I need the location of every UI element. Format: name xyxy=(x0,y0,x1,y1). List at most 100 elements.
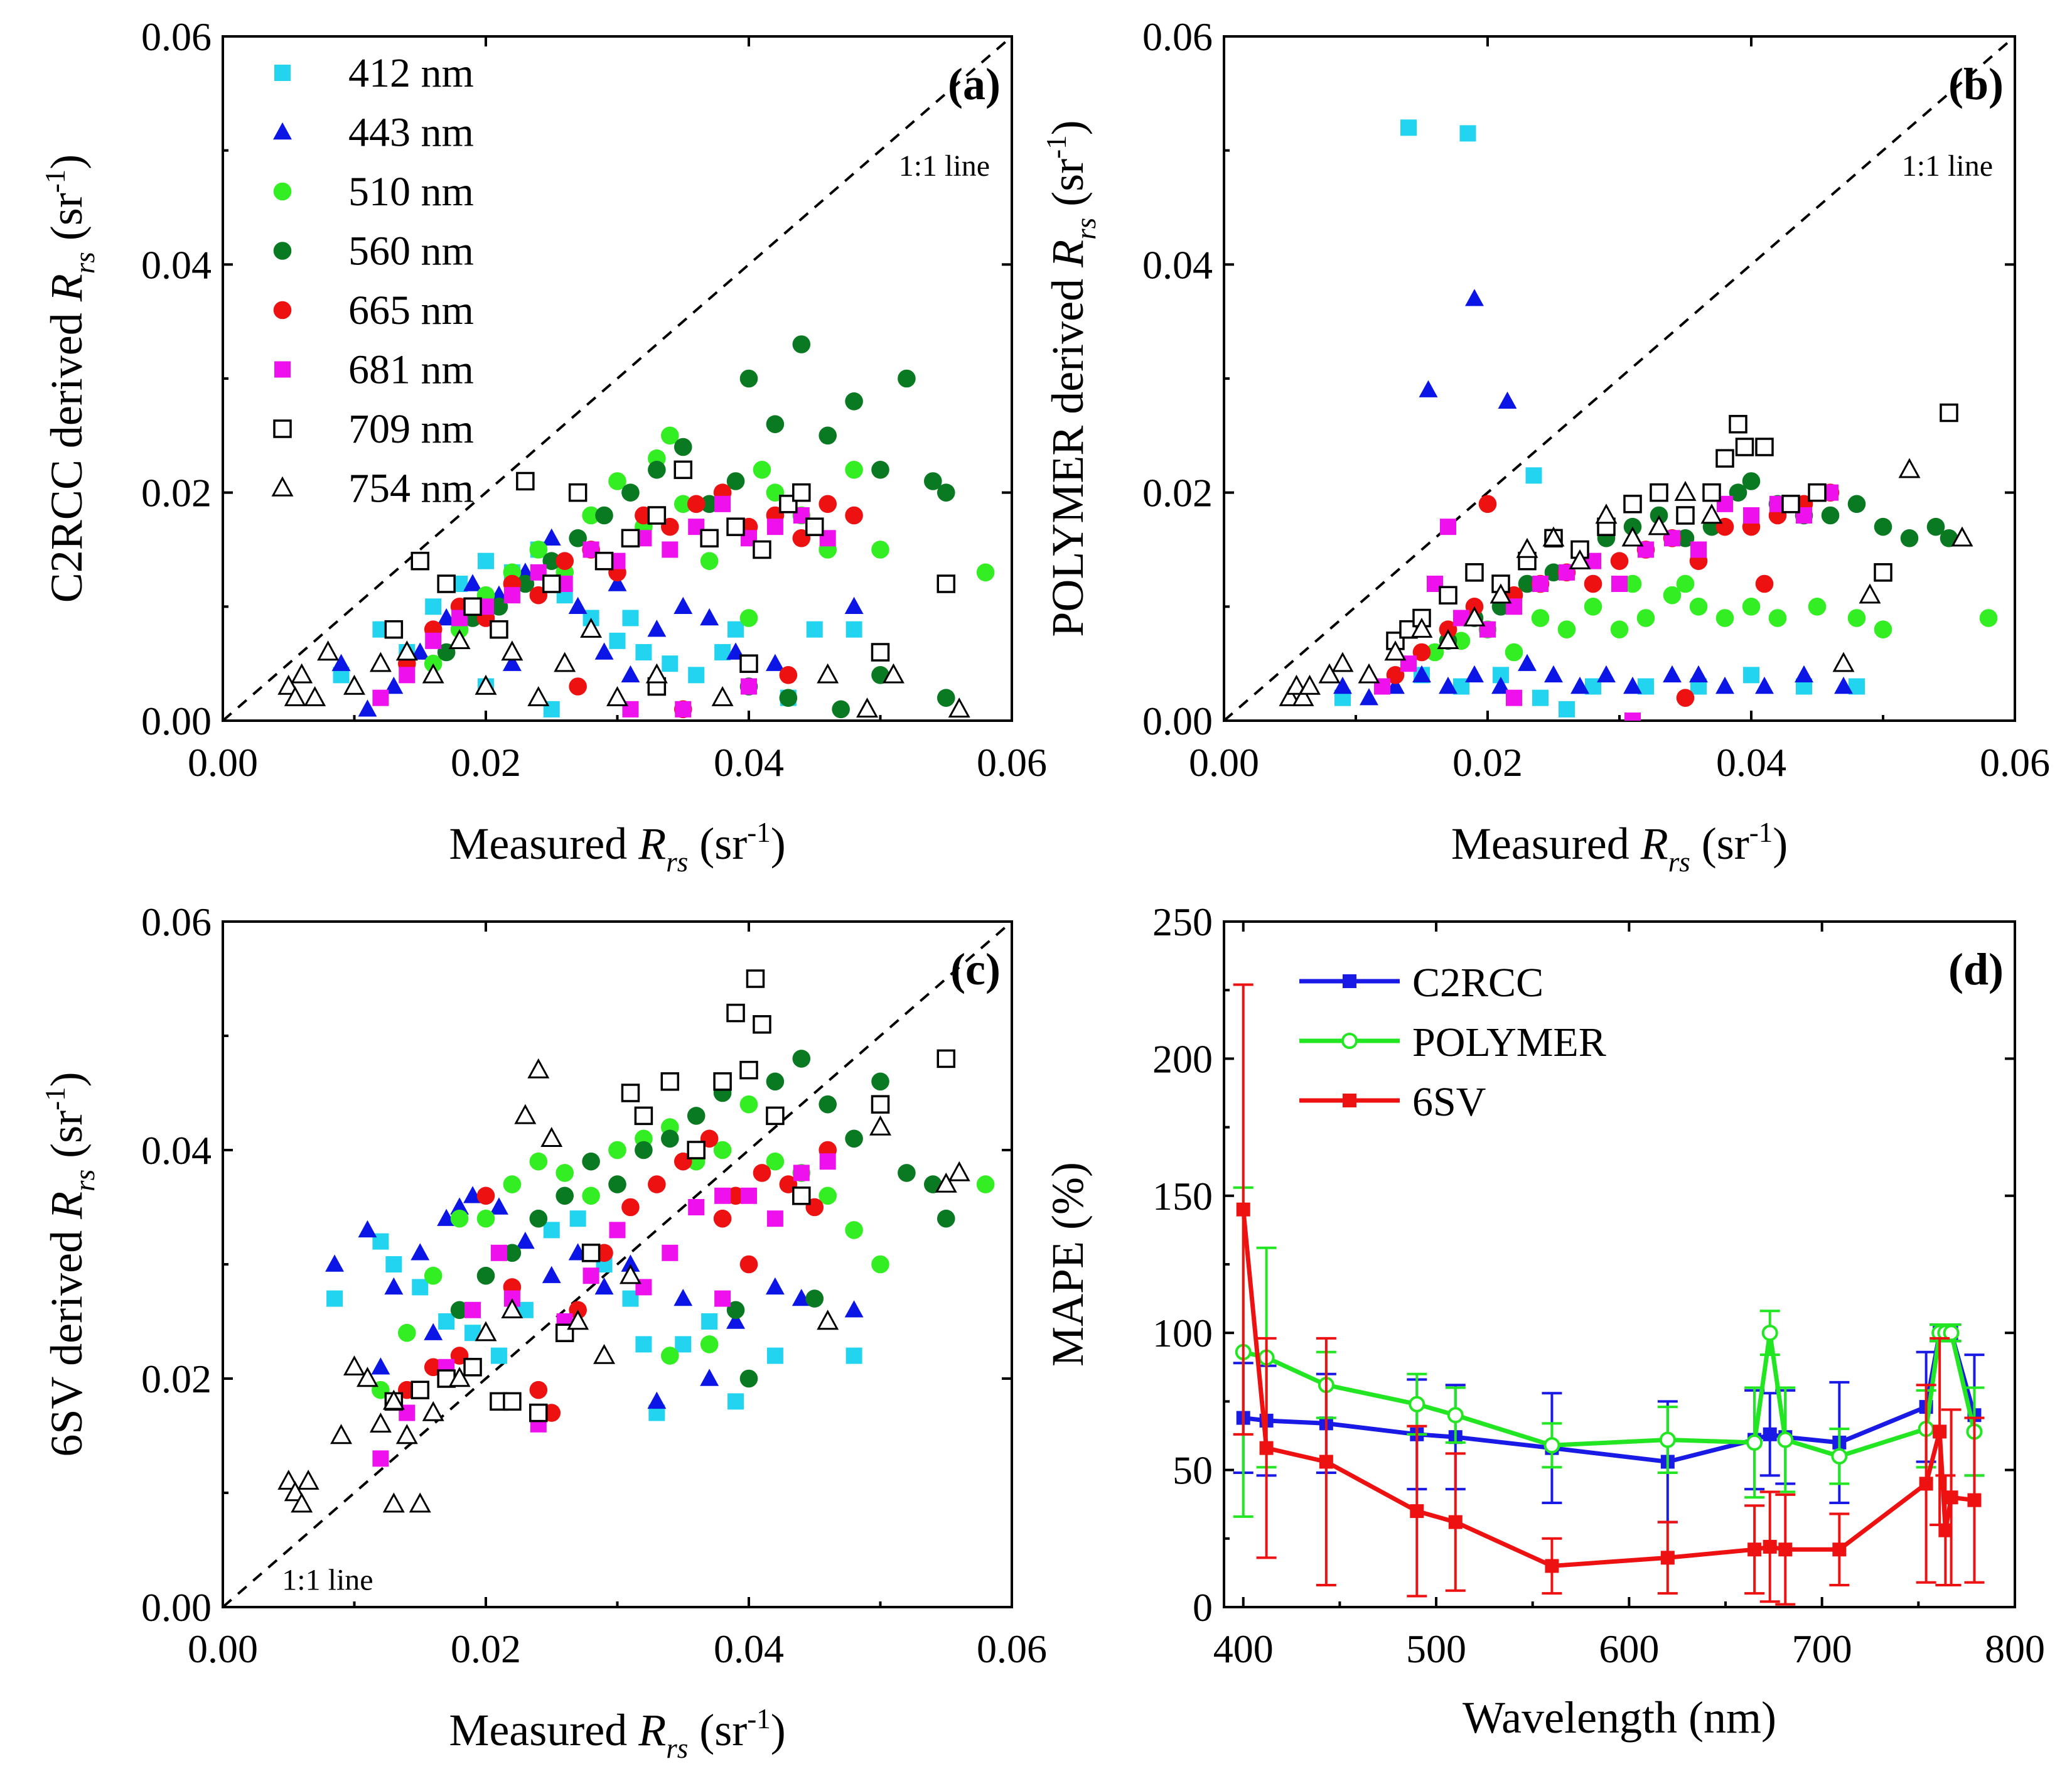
data-point xyxy=(490,620,508,639)
data-point xyxy=(490,598,508,616)
data-point xyxy=(700,1335,719,1353)
data-point xyxy=(1689,598,1708,616)
data-point xyxy=(1742,472,1761,490)
data-point xyxy=(582,506,600,525)
data-point xyxy=(726,517,745,536)
data-point xyxy=(766,415,785,433)
data-point xyxy=(648,1175,666,1193)
data-point xyxy=(1331,652,1354,672)
data-point xyxy=(1386,676,1405,694)
data-point xyxy=(567,1310,589,1330)
data-point xyxy=(675,701,692,718)
y-tick-label: 0.04 xyxy=(141,1128,212,1173)
data-point xyxy=(609,632,626,649)
data-point xyxy=(832,700,850,719)
legend-marker xyxy=(1343,1094,1356,1107)
data-point xyxy=(529,1380,548,1399)
data-point xyxy=(358,699,377,717)
data-point xyxy=(766,1210,783,1227)
data-point xyxy=(1621,526,1644,547)
data-point xyxy=(1292,686,1314,706)
data-point xyxy=(325,1254,345,1272)
data-point xyxy=(331,654,351,671)
data-point xyxy=(1333,676,1352,694)
data-point xyxy=(594,551,614,571)
data-point xyxy=(1584,598,1602,616)
y-tick-label: 0.04 xyxy=(141,242,212,287)
data-point xyxy=(1531,609,1550,627)
data-point xyxy=(1743,507,1759,524)
data-point xyxy=(726,1186,745,1205)
legend-marker xyxy=(271,476,294,497)
series-560-nm xyxy=(450,1050,955,1388)
data-point xyxy=(1569,549,1591,569)
legend-marker xyxy=(274,361,291,378)
legend-marker xyxy=(1341,1033,1358,1049)
legend-label: 6SV xyxy=(1412,1079,1486,1125)
panel-c: 0.00 0.02 0.04 0.06 0.00 0.02 0.04 0.06 Measured… xyxy=(40,900,1047,1764)
data-point xyxy=(1518,574,1537,593)
one-to-one-line xyxy=(223,36,1012,721)
data-point xyxy=(384,676,404,694)
series-C2RCC xyxy=(1233,1323,1985,1524)
data-point xyxy=(425,598,442,615)
data-point xyxy=(1595,503,1618,524)
series-665-nm xyxy=(398,1129,837,1422)
data-point xyxy=(369,1412,392,1433)
data-point xyxy=(1440,519,1456,535)
data-point xyxy=(542,528,561,546)
data-point xyxy=(382,1492,405,1513)
data-point xyxy=(1874,517,1892,536)
data-point xyxy=(1518,654,1537,671)
data-point xyxy=(1650,483,1668,502)
data-point xyxy=(845,461,863,479)
data-point xyxy=(662,655,679,672)
data-point xyxy=(543,1222,560,1239)
y-tick-label: 0.04 xyxy=(1142,242,1213,287)
data-point xyxy=(582,1186,600,1205)
data-point xyxy=(503,1175,522,1193)
data-point xyxy=(647,620,667,637)
y-tick-label: 0.06 xyxy=(141,900,212,944)
data-point xyxy=(1659,1431,1676,1448)
data-point xyxy=(948,1161,970,1181)
data-point xyxy=(1623,574,1642,593)
legend-marker xyxy=(1343,974,1356,988)
data-point xyxy=(554,652,576,672)
data-point xyxy=(448,1367,471,1387)
data-point xyxy=(766,1347,783,1364)
data-point xyxy=(713,1209,732,1228)
data-point xyxy=(1729,414,1747,434)
data-point xyxy=(1926,517,1945,536)
data-point xyxy=(568,483,588,502)
data-point xyxy=(1821,506,1840,525)
data-point xyxy=(1236,1202,1250,1217)
series-681-nm xyxy=(1374,484,1838,721)
data-point xyxy=(713,1141,732,1159)
x-tick-label: 0.02 xyxy=(451,1627,521,1671)
data-point xyxy=(871,461,889,479)
data-point xyxy=(806,621,823,638)
data-point xyxy=(739,369,758,388)
data-point xyxy=(675,1336,692,1353)
data-point xyxy=(937,689,955,707)
data-point xyxy=(515,1232,535,1249)
series-443-nm xyxy=(1333,289,1853,706)
data-point xyxy=(502,654,522,671)
data-point xyxy=(1532,689,1549,706)
data-point xyxy=(1410,617,1433,638)
data-point xyxy=(569,529,587,547)
series-443-nm xyxy=(331,528,864,717)
data-point xyxy=(529,1152,548,1171)
series-510-nm xyxy=(424,426,995,673)
data-point xyxy=(529,1403,548,1423)
series-709-nm xyxy=(384,969,955,1423)
data-point xyxy=(424,1323,443,1340)
data-point xyxy=(1279,686,1301,706)
data-point xyxy=(478,552,494,569)
data-point xyxy=(395,640,418,661)
data-point xyxy=(593,1343,616,1364)
series-510-nm xyxy=(372,1095,995,1399)
data-point xyxy=(805,517,824,536)
data-point xyxy=(714,1290,731,1307)
